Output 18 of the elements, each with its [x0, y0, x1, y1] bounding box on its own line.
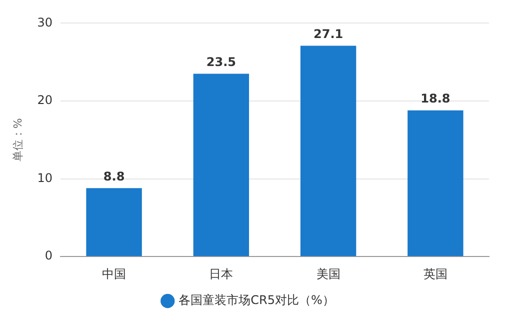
legend-label: 各国童装市场CR5对比（%）	[178, 293, 334, 308]
y-tick-label: 0	[44, 248, 52, 263]
bar	[408, 110, 464, 256]
y-tick-label: 10	[37, 170, 52, 185]
x-tick-label: 美国	[316, 266, 340, 281]
data-label: 27.1	[313, 26, 344, 41]
x-tick-label: 日本	[209, 266, 234, 281]
bar	[86, 188, 142, 256]
bar	[300, 46, 356, 256]
y-tick-label: 20	[37, 93, 52, 108]
x-tick-label: 英国	[423, 266, 448, 281]
y-axis-title: 单位：%	[11, 118, 24, 162]
data-label: 23.5	[206, 54, 236, 69]
data-label: 18.8	[420, 91, 450, 106]
data-label: 8.8	[103, 169, 125, 184]
x-tick-label: 中国	[102, 266, 126, 281]
bar	[193, 74, 250, 256]
y-tick-label: 30	[37, 15, 52, 30]
